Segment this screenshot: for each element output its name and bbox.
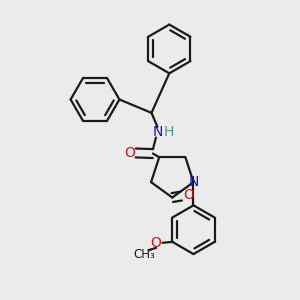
Text: CH₃: CH₃ xyxy=(133,248,155,261)
Text: H: H xyxy=(164,125,174,139)
Text: O: O xyxy=(124,146,135,160)
Text: N: N xyxy=(188,175,199,189)
Text: N: N xyxy=(152,125,163,139)
Text: O: O xyxy=(183,188,194,202)
Text: O: O xyxy=(151,236,161,250)
